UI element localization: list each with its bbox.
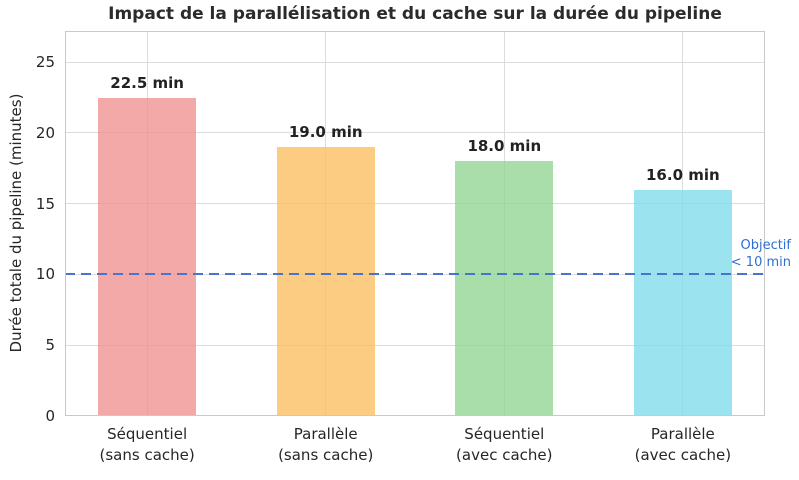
target-line bbox=[65, 273, 765, 276]
gridline-horizontal bbox=[65, 132, 765, 134]
y-tick-label: 0 bbox=[45, 407, 55, 425]
bar-value-label: 22.5 min bbox=[110, 73, 184, 92]
objective-annotation-line1: Objectif bbox=[740, 238, 791, 253]
objective-annotation-line2: < 10 min bbox=[730, 255, 791, 271]
bar-value-label: 16.0 min bbox=[646, 165, 720, 184]
bar-value-label: 19.0 min bbox=[288, 123, 363, 142]
objective-annotation: Objectif < 10 min bbox=[731, 237, 791, 271]
gridline-horizontal bbox=[65, 61, 765, 63]
gridline-horizontal bbox=[65, 203, 765, 205]
y-tick-label: 25 bbox=[35, 53, 55, 72]
bar bbox=[98, 97, 197, 416]
gridline-horizontal bbox=[65, 344, 765, 346]
y-tick-label: 10 bbox=[35, 265, 55, 284]
x-tick-label: Parallèle (avec cache) bbox=[634, 425, 732, 464]
bar bbox=[455, 161, 554, 416]
plot-area: 22.5 min 19.0 min 18.0 min 16.0 min bbox=[65, 31, 765, 416]
x-tick-label: Séquentiel (avec cache) bbox=[456, 425, 553, 464]
bar bbox=[276, 147, 375, 416]
bar bbox=[633, 189, 732, 416]
x-tick-label: Séquentiel (sans cache) bbox=[99, 425, 195, 464]
y-tick-label: 15 bbox=[35, 194, 55, 213]
y-tick-label: 20 bbox=[35, 123, 55, 142]
y-tick-label: 5 bbox=[45, 336, 55, 355]
chart-title: Impact de la parallélisation et du cache… bbox=[108, 4, 722, 24]
x-tick-label: Parallèle (sans cache) bbox=[278, 425, 374, 464]
bar-value-label: 18.0 min bbox=[467, 137, 542, 156]
